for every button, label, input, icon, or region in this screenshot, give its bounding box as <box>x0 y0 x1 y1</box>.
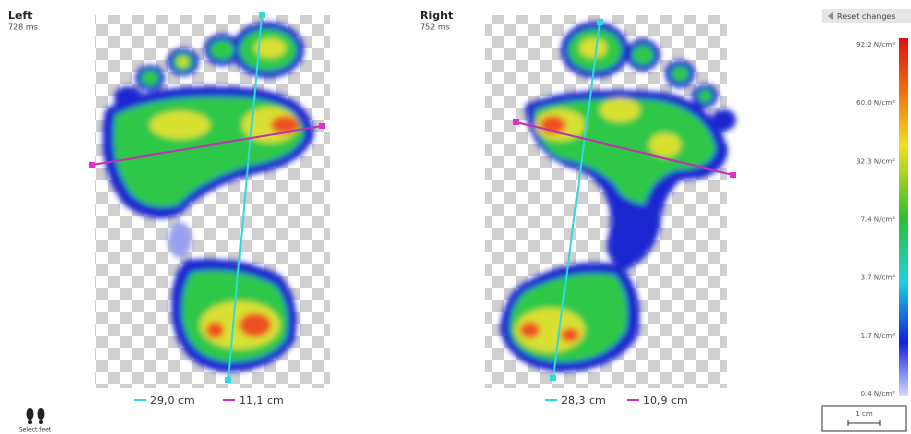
legend-label: 3.7 N/cm² <box>861 274 896 282</box>
width-value: 11,1 cm <box>239 394 284 407</box>
app: Left 728 ms Right 752 ms Reset changes <box>0 0 911 434</box>
right-title: Right <box>420 9 453 22</box>
color-bar <box>899 38 908 396</box>
select-feet-label: Select feet <box>19 427 52 434</box>
left-title: Left <box>8 9 33 22</box>
left-duration: 728 ms <box>8 23 38 32</box>
width-value: 10,9 cm <box>643 394 688 407</box>
left-footprint <box>89 12 330 388</box>
scale-box: 1 cm <box>822 406 906 431</box>
legend-label: 0.4 N/cm² <box>861 390 896 398</box>
legend-label: 92.2 N/cm² <box>856 41 895 49</box>
length-value: 28,3 cm <box>561 394 606 407</box>
legend-label: 60.0 N/cm² <box>856 99 895 107</box>
reset-label: Reset changes <box>837 12 896 21</box>
length-value: 29,0 cm <box>150 394 195 407</box>
right-duration: 752 ms <box>420 23 450 32</box>
legend-label: 32.3 N/cm² <box>856 157 895 165</box>
reset-button[interactable]: Reset changes <box>822 9 911 23</box>
legend-label: 7.4 N/cm² <box>861 216 896 224</box>
right-footprint <box>485 15 736 388</box>
scale-label: 1 cm <box>855 410 873 418</box>
legend-label: 1.7 N/cm² <box>861 332 896 340</box>
